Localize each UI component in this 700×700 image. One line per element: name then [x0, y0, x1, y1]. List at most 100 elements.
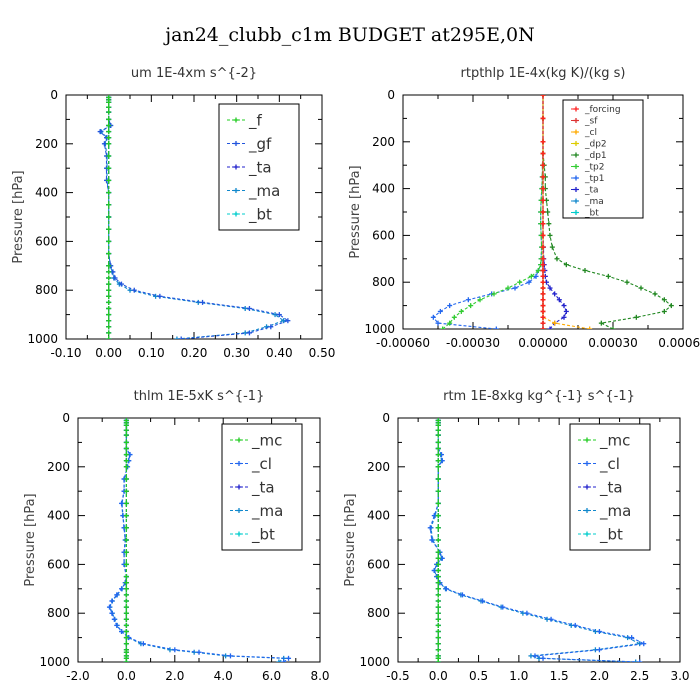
x-tick-label: 0.00: [95, 346, 122, 360]
y-tick-label: 200: [367, 460, 390, 474]
y-tick-label: 1000: [364, 322, 395, 336]
y-tick-label: 800: [372, 275, 395, 289]
x-tick-label: 0.0: [429, 669, 448, 683]
legend-label: _ta: [599, 478, 623, 497]
legend-label: _ma: [251, 502, 283, 521]
y-axis-label: Pressure [hPa]: [23, 493, 38, 586]
legend-label: _f: [248, 111, 263, 130]
panels: um 1E-4xm s^{-2}Pressure [hPa]-0.10 0.00 0…: [11, 66, 700, 683]
y-tick-label: 600: [35, 234, 58, 248]
legend-label: _ma: [584, 197, 604, 207]
x-tick-label: 0.5: [469, 669, 488, 683]
legend-label: _bt: [251, 525, 275, 544]
legend-label: _tp1: [584, 174, 604, 184]
series-line_tp1: [432, 95, 544, 329]
legend: _f _gf _ta _ma _bt: [218, 103, 300, 231]
x-tick-label: 0.10: [138, 346, 165, 360]
x-tick-label: 2.0: [165, 669, 184, 683]
x-tick-label: -0.5: [386, 669, 409, 683]
legend-label: _sf: [584, 117, 598, 127]
legend-label: _cl: [584, 128, 597, 138]
y-tick-label: 1000: [359, 655, 390, 669]
legend-label: _bt: [599, 525, 623, 544]
x-tick-label: -0.10: [50, 346, 81, 360]
legend-label: _mc: [599, 431, 630, 450]
y-tick-label: 800: [47, 606, 70, 620]
panel-title: thlm 1E-5xK s^{-1}: [134, 389, 265, 404]
y-tick-label: 600: [372, 228, 395, 242]
y-tick-label: 600: [47, 557, 70, 571]
legend-label: _gf: [248, 135, 272, 154]
legend-label: _bt: [248, 205, 272, 224]
panel-title: rtm 1E-8xkg kg^{-1} s^{-1}: [443, 389, 635, 404]
x-tick-label: 0.00000: [518, 336, 568, 350]
y-tick-label: 200: [372, 135, 395, 149]
legend-label: _tp2: [584, 163, 604, 173]
y-tick-label: 400: [372, 182, 395, 196]
x-tick-label: 4.0: [214, 669, 233, 683]
x-tick-label: 0.00060: [658, 336, 700, 350]
legend-label: _ta: [248, 158, 272, 177]
y-tick-label: 200: [47, 460, 70, 474]
y-tick-label: 0: [62, 411, 70, 425]
x-tick-label: 0.20: [181, 346, 208, 360]
legend-label: _cl: [251, 455, 272, 474]
x-tick-label: 0.00030: [588, 336, 638, 350]
legend-label: _forcing: [584, 105, 621, 115]
x-tick-label: 3.0: [670, 669, 689, 683]
x-tick-label: 2.5: [630, 669, 649, 683]
x-tick-label: -2.0: [66, 669, 89, 683]
panel-4: rtm 1E-8xkg kg^{-1} s^{-1} Pressure [hPa]…: [343, 389, 690, 683]
y-tick-label: 0: [50, 88, 58, 102]
y-tick-label: 400: [367, 509, 390, 523]
y-tick-label: 1000: [39, 655, 70, 669]
y-axis-label: Pressure [hPa]: [343, 493, 358, 586]
legend: _mc _cl _ta _ma _bt: [221, 423, 303, 551]
legend-label: _dp1: [584, 151, 607, 161]
legend-label: _ma: [599, 502, 631, 521]
series-layer: [97, 95, 291, 339]
legend-label: _dp2: [584, 140, 607, 150]
series-line_cl: [429, 420, 646, 662]
legend-label: _cl: [599, 455, 620, 474]
series-line_ma: [430, 420, 642, 662]
y-tick-label: 400: [35, 186, 58, 200]
y-tick-label: 0: [387, 88, 395, 102]
y-tick-label: 1000: [27, 332, 58, 346]
y-tick-label: 800: [367, 606, 390, 620]
x-tick-label: 1.0: [509, 669, 528, 683]
x-tick-label: 8.0: [310, 669, 329, 683]
legend-label: _ta: [584, 186, 599, 196]
y-axis-label: Pressure [hPa]: [348, 165, 363, 258]
x-tick-label: -0.00060: [376, 336, 430, 350]
y-tick-label: 400: [47, 509, 70, 523]
legend: _mc _cl _ta _ma _bt: [569, 423, 651, 551]
legend-label: _bt: [584, 209, 599, 219]
x-tick-label: 0.40: [266, 346, 293, 360]
panel-2: rtpthlp 1E-4x(kg K)/(kg s) Pressure [hPa]…: [348, 66, 700, 350]
y-tick-label: 200: [35, 137, 58, 151]
series-layer: [430, 95, 674, 329]
y-tick-label: 800: [35, 283, 58, 297]
x-tick-label: 0.30: [223, 346, 250, 360]
legend-label: _ta: [251, 478, 275, 497]
x-tick-label: -0.00030: [446, 336, 500, 350]
figure-title: jan24_clubb_c1m BUDGET at295E,0N: [163, 24, 535, 46]
y-tick-label: 600: [367, 557, 390, 571]
x-tick-label: 1.5: [550, 669, 569, 683]
y-axis-label: Pressure [hPa]: [11, 170, 26, 263]
legend-label: _mc: [251, 431, 282, 450]
x-tick-label: 0.50: [309, 346, 336, 360]
panel-title: rtpthlp 1E-4x(kg K)/(kg s): [461, 66, 626, 81]
x-tick-label: 2.0: [590, 669, 609, 683]
x-tick-label: 6.0: [262, 669, 281, 683]
legend: _forcing _sf_cl _dp2_dp1 _tp2_tp1 _ta_ma _bt: [562, 99, 644, 219]
series-layer: [427, 418, 647, 662]
y-tick-label: 0: [382, 411, 390, 425]
legend-label: _ma: [248, 182, 280, 201]
panel-title: um 1E-4xm s^{-2}: [131, 66, 257, 81]
series-layer: [106, 418, 292, 662]
panel-3: thlm 1E-5xK s^{-1} Pressure [hPa] -2.0 0.0 2…: [23, 389, 330, 683]
x-tick-label: 0.0: [117, 669, 136, 683]
